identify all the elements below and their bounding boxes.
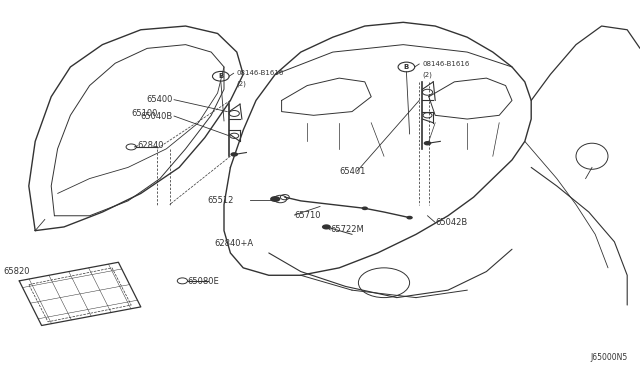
Circle shape	[406, 216, 413, 219]
Text: 65512: 65512	[207, 196, 234, 205]
Text: 62840+A: 62840+A	[214, 239, 253, 248]
Text: B: B	[404, 64, 409, 70]
Text: 65040B: 65040B	[141, 112, 173, 121]
Text: 65722M: 65722M	[330, 225, 364, 234]
Text: 65100: 65100	[131, 109, 157, 118]
Text: 65820: 65820	[3, 267, 29, 276]
Text: 65401: 65401	[339, 167, 365, 176]
Text: J65000N5: J65000N5	[590, 353, 627, 362]
Text: (2): (2)	[237, 80, 246, 87]
Text: 65080E: 65080E	[188, 278, 220, 286]
Text: (2): (2)	[422, 71, 432, 78]
Circle shape	[270, 196, 280, 202]
Text: 65400: 65400	[147, 95, 173, 104]
Text: 08146-B1616: 08146-B1616	[422, 61, 470, 67]
Text: 65710: 65710	[294, 211, 321, 219]
Text: 62840: 62840	[138, 141, 164, 150]
Circle shape	[322, 224, 331, 230]
Circle shape	[424, 141, 431, 145]
Circle shape	[230, 152, 238, 157]
Text: B: B	[218, 73, 223, 79]
Text: 08146-B1616: 08146-B1616	[237, 70, 284, 76]
Text: 65042B: 65042B	[435, 218, 467, 227]
Circle shape	[362, 206, 368, 210]
